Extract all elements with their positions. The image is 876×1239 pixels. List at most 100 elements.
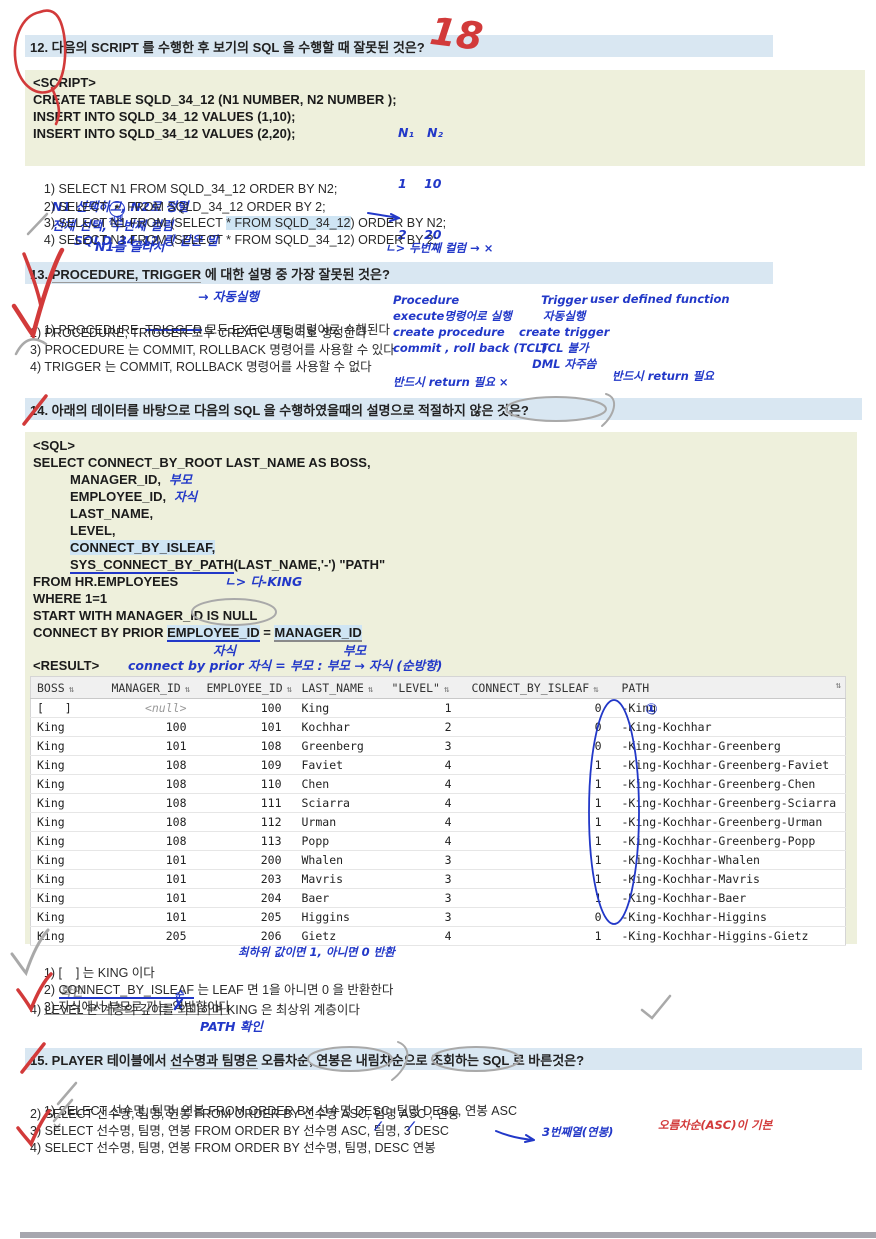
option-text: 모두 EXECUTE 명령어로 수행된다 <box>202 323 390 337</box>
circled-title-text: 오름차순 <box>261 1052 310 1068</box>
table-row: King 108 111 Sciarra 4 1 -King-Kochhar-Greenbe… <box>30 793 846 813</box>
script-line: INSERT INTO SQLD_34_12 VALUES (1,10); <box>33 109 296 124</box>
table-cell: 108 <box>105 774 201 794</box>
table-cell: 100 <box>105 717 201 737</box>
table-row: King 108 110 Chen 4 1 -King-Kochhar-Greenberg-… <box>30 774 846 794</box>
option-text: 3) PROCEDURE 는 COMMIT, ROLLBACK 명령어를 사용할… <box>30 343 395 357</box>
q13-option-1: 1) PROCEDURE, TRIGGER 모두 EXECUTE 명령어로 수행… <box>30 305 390 352</box>
question-13-title: 13. PROCEDURE, TRIGGER 에 대한 설명 중 가장 잘못된 … <box>30 264 390 283</box>
handwritten-note: 최하위 값이면 1, 아니면 0 반환 <box>238 945 395 959</box>
hand-table-header: N₁ N₂ <box>398 125 443 140</box>
table-cell: 113 <box>200 831 296 851</box>
table-cell: 4 <box>385 755 466 775</box>
table-row: King 101 204 Baer 3 1 -King-Kochhar-Baer <box>30 888 846 908</box>
option-text: 1) [ ] 는 KING 이다 <box>43 966 155 980</box>
table-cell: 206 <box>200 926 296 946</box>
sql-line: LEVEL, <box>70 523 116 538</box>
q12-option-4: 4) SELECT N1 FROM (SELECT * FROM SQLD_34… <box>30 219 437 261</box>
table-cell: 101 <box>200 717 296 737</box>
column-line: create trigger <box>519 325 610 339</box>
table-cell: Chen <box>295 774 386 794</box>
table-cell: King <box>30 850 106 870</box>
handwritten-correction: 순 <box>174 990 184 1001</box>
table-cell: 3 <box>385 869 466 889</box>
table-cell: King <box>30 736 106 756</box>
handwritten-note: 전체 선택, 두번째 컬럼 <box>51 218 174 233</box>
sql-text: = <box>259 625 275 640</box>
option-text: 2) SELECT <box>43 200 108 214</box>
title-text: 15. PLAYER 테이블에서 <box>30 1052 171 1068</box>
q13-option-3: 3) PROCEDURE 는 COMMIT, ROLLBACK 명령어를 사용할… <box>30 339 395 358</box>
table-cell: King <box>30 869 106 889</box>
table-cell: 4 <box>385 774 466 794</box>
option-text: 3) SELECT N1 FROM (SELECT <box>43 216 227 230</box>
table-cell: 205 <box>105 926 201 946</box>
table-cell: 1 <box>465 755 616 775</box>
table-cell: 4 <box>385 793 466 813</box>
table-row: King 101 108 Greenberg 3 0 -King-Kochhar-Green… <box>30 736 846 756</box>
col-employee-id: EMPLOYEE_ID ⇅ <box>200 676 296 699</box>
sql-text: EMPLOYEE_ID, <box>70 489 167 504</box>
table-cell: Kochhar <box>295 717 386 737</box>
table-cell: 2 <box>385 717 466 737</box>
highlighted-text: CONNECT_BY_ISLEAF, <box>70 540 216 555</box>
table-cell: 101 <box>105 888 201 908</box>
underlined-text: CONNECT_BY_ISLEAF <box>58 983 194 999</box>
table-cell: 108 <box>200 736 296 756</box>
q12-option-2: 2) SELECT * 전체 FROM SQLD_34_12 ORDER BY 2; … <box>30 185 326 248</box>
underlined-option: 3) 자식에서 부모로 가는 역 ✗ 순 방향이다 <box>43 990 230 1015</box>
column-line: create procedure <box>393 325 505 339</box>
corrected-word: 역 ✗ 순 <box>172 990 185 1015</box>
sql-text: (LAST_NAME,'-') "PATH" <box>233 557 386 572</box>
handwritten-note: SQLD_34_12 랑 같은 말 <box>73 233 219 248</box>
option-text: 1) SELECT N1 FROM SQLD_34_12 ORDER BY N2… <box>43 182 338 196</box>
sort-icon: ⇅ <box>184 684 191 695</box>
column-line: 자동실행 <box>543 309 586 323</box>
option-text: 2) PROCEDURE, TRIGGER 모두 CREATE 명령어로 생성한… <box>30 326 367 340</box>
table-cell: 1 <box>465 793 616 813</box>
handwritten-n1-n2-table: N₁ N₂ 1 10 2 20 <box>398 90 443 277</box>
column-line: TCL 불가 <box>539 341 589 355</box>
table-row: King 205 206 Gietz 4 1 -King-Kochhar-Higgins-G… <box>30 926 846 946</box>
q14-pencil-check-opt4 <box>640 994 672 1020</box>
q14-option-3: 3) 자식에서 부모로 가는 역 ✗ 순 방향이다 <box>30 982 230 1029</box>
result-table-wrap: BOSS ⇅ MANAGER_ID ⇅ EMPLOYEE_ID ⇅ LAST_NAME… <box>30 676 846 946</box>
col-level: "LEVEL" ⇅ <box>385 676 466 699</box>
table-cell: 1 <box>385 698 466 718</box>
header-label: MANAGER_ID <box>111 680 181 695</box>
handwritten-score-18: 18 <box>427 8 486 60</box>
sort-icon: ⇅ <box>68 684 75 695</box>
sort-icon: ⇅ <box>367 684 374 695</box>
sql-line: SYS_CONNECT_BY_PATH(LAST_NAME,'-') "PATH… <box>70 556 386 574</box>
header-label: EMPLOYEE_ID <box>206 680 283 695</box>
table-cell: King <box>30 888 106 908</box>
pencil-x-mark: × <box>51 1119 63 1134</box>
header-label: BOSS <box>37 680 65 695</box>
table-cell: 0 <box>465 698 616 718</box>
option-text: 2) SELECT 선수명, 팀명, 연봉 FROM ORDER BY 선수명 … <box>30 1107 460 1121</box>
handwritten-note: PATH 확인 <box>200 1019 263 1034</box>
header-label: "LEVEL" <box>391 680 440 695</box>
q14-option-1: 1) [ ] 는 KING 이다 확인 <box>30 948 155 1014</box>
handwritten-note: 반드시 return 필요 <box>612 369 714 383</box>
question-12-title: 12. 다음의 SCRIPT 를 수행한 후 보기의 SQL 을 수행할 때 잘… <box>30 39 425 55</box>
handwritten-note: 3번째열(연봉) <box>542 1125 614 1139</box>
handwritten-trigger-column: Trigger 자동실행 create trigger TCL 불가 DML 자… <box>519 292 609 372</box>
title-text: , 연봉은 <box>309 1052 356 1068</box>
table-cell: King <box>30 907 106 927</box>
question-15-header: 15. PLAYER 테이블에서 선수명과 팀명은 오름차순, 연봉은 내림차순… <box>25 1048 862 1070</box>
table-cell: Urman <box>295 812 386 832</box>
q14-option-4: 4) LEVEL 은 계층의 깊이를 의미하며 KING 은 최상위 계층이다 <box>30 999 360 1018</box>
script-line: INSERT INTO SQLD_34_12 VALUES (2,20); <box>33 126 296 141</box>
handwritten-procedure-column: Procedure execute명령어로 실행 create procedur… <box>393 292 548 356</box>
sql-line: FROM HR.EMPLOYEES ㄴ> 다-KING <box>33 573 302 590</box>
star-glyph: * <box>114 202 120 216</box>
table-row: King 101 205 Higgins 3 0 -King-Kochhar-Higgins <box>30 907 846 927</box>
table-cell: King <box>30 755 106 775</box>
table-cell: 1 <box>465 926 616 946</box>
table-cell: 101 <box>105 736 201 756</box>
table-row: [ ] <null> 100 King 1 0 -King <box>30 698 846 718</box>
question-14-header: 14. 아래의 데이터를 바탕으로 다음의 SQL 을 수행하였을때의 설명으로… <box>25 398 862 420</box>
hand-table-row: 1 10 <box>398 176 442 191</box>
col-path: PATH ⇅ <box>615 676 846 699</box>
